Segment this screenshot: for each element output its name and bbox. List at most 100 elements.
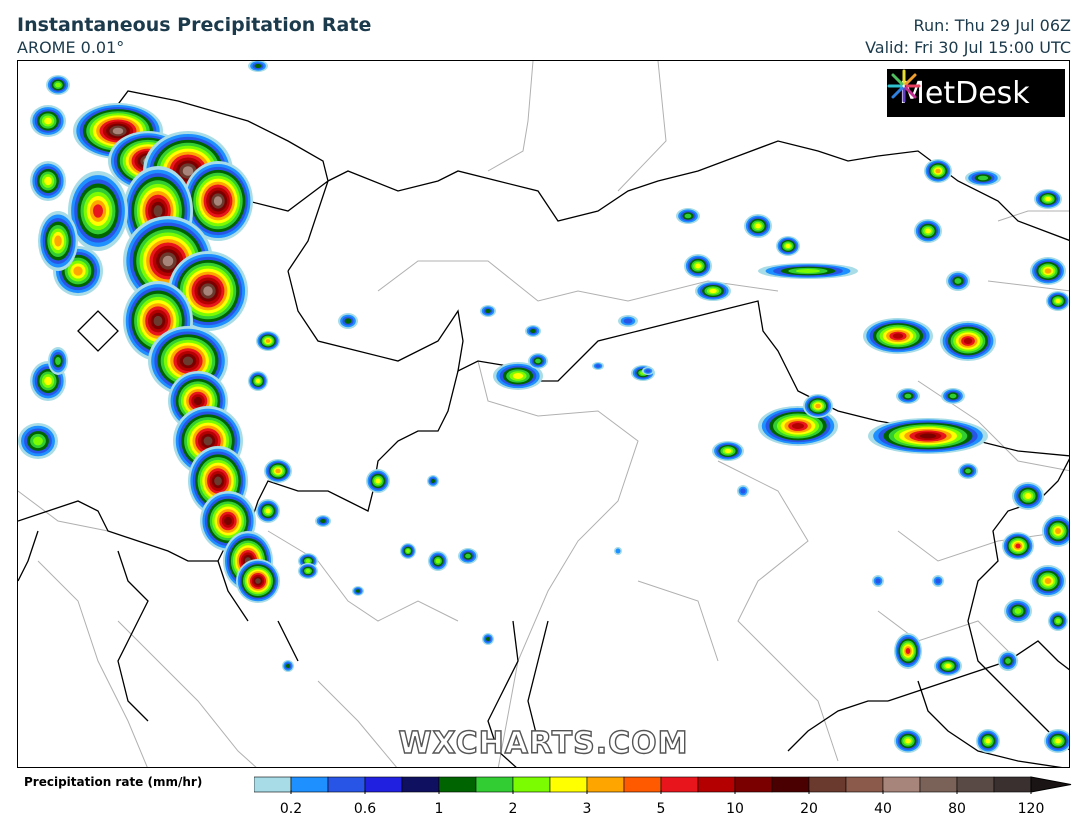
precip-contour	[485, 308, 491, 314]
precip-contour	[355, 589, 361, 593]
precip-contour	[1055, 618, 1061, 624]
precip-contour	[1055, 298, 1061, 304]
precip-contour	[795, 269, 821, 273]
precip-contour	[162, 255, 174, 267]
precip-contour	[33, 436, 43, 446]
precip-contour	[44, 376, 52, 386]
precip-contour	[530, 328, 536, 334]
colorbar-segment	[919, 776, 958, 793]
precip-contour	[875, 578, 881, 584]
regional-borders	[18, 61, 1069, 767]
precip-contour	[595, 364, 601, 368]
precip-contour	[435, 558, 441, 564]
precip-contour	[1045, 196, 1051, 202]
precip-contour	[695, 263, 701, 269]
precip-contour	[255, 578, 261, 584]
model-label: AROME 0.01°	[17, 38, 125, 57]
colorbar-segment	[401, 776, 440, 793]
precip-contour	[275, 468, 281, 474]
colorbar-segment	[254, 776, 292, 793]
colorbar-segment	[549, 776, 588, 793]
precip-contour	[344, 318, 352, 324]
precip-contour	[1024, 493, 1032, 499]
precip-contour	[615, 548, 621, 554]
precip-contour	[55, 357, 61, 365]
colorbar-tick-label: 2	[508, 801, 518, 817]
precip-contour	[791, 422, 805, 430]
precip-contour	[709, 288, 717, 294]
precip-contour	[305, 559, 311, 563]
colorbar-tick-label: 0.6	[353, 801, 377, 817]
precip-contour	[193, 396, 203, 406]
precip-contour	[755, 223, 761, 229]
precip-contour	[265, 508, 271, 514]
precip-contour	[1044, 578, 1052, 584]
precip-contour	[213, 196, 223, 206]
precip-contour	[1015, 543, 1021, 549]
precip-contour	[153, 205, 163, 217]
precip-contour	[724, 448, 732, 454]
colorbar-segment	[290, 776, 329, 793]
precip-contour	[512, 373, 524, 379]
map-canvas	[18, 61, 1069, 767]
precip-contour	[485, 636, 491, 642]
precip-contour	[44, 176, 52, 186]
country-borders	[18, 90, 1069, 767]
watermark: WXCHARTS.COM	[398, 725, 689, 761]
chart-title: Instantaneous Precipitation Rate	[17, 14, 372, 36]
precip-contour	[153, 315, 163, 327]
precip-contour	[684, 213, 692, 219]
precip-contour	[55, 82, 61, 88]
precip-contour	[1005, 658, 1011, 664]
colorbar-segment	[623, 776, 662, 793]
precip-contour	[963, 337, 973, 345]
precip-contour	[1055, 528, 1061, 534]
colorbar-segment	[364, 776, 403, 793]
colorbar-segment	[438, 776, 477, 793]
precip-contour	[224, 516, 232, 526]
precip-contour	[623, 318, 633, 324]
precip-contour	[93, 204, 103, 218]
precip-contour	[182, 166, 194, 176]
precip-contour	[535, 358, 541, 364]
run-label: Run: Thu 29 Jul 06Z	[913, 16, 1071, 35]
precip-contour	[465, 553, 471, 559]
colorbar-tick-label: 5	[656, 801, 666, 817]
precip-contour	[815, 403, 821, 409]
precip-contour	[919, 433, 937, 439]
colorbar-segment	[586, 776, 625, 793]
precip-contour	[892, 333, 904, 339]
metdesk-logo: MetDesk	[887, 69, 1065, 117]
precipitation-map: MetDesk WXCHARTS.COM	[17, 60, 1070, 768]
colorbar-segment	[660, 776, 699, 793]
precip-contour	[54, 235, 62, 247]
precip-contour	[285, 663, 291, 669]
precip-contour	[255, 378, 261, 384]
colorbar-segment	[475, 776, 514, 793]
colorbar-tick-label: 1	[434, 801, 444, 817]
colorbar	[254, 776, 1072, 794]
precip-contour	[905, 648, 911, 654]
colorbar-tick-label: 120	[1017, 801, 1045, 817]
precip-contour	[182, 356, 194, 366]
precip-contour	[904, 393, 912, 399]
precip-contour	[320, 518, 326, 524]
precip-contour	[1055, 738, 1061, 744]
logo-text: MetDesk	[899, 75, 1030, 111]
precip-contour	[375, 478, 381, 484]
precip-contour	[73, 266, 83, 276]
colorbar-tick-label: 3	[582, 801, 592, 817]
colorbar-segment	[993, 776, 1032, 793]
valid-label: Valid: Fri 30 Jul 15:00 UTC	[865, 38, 1071, 57]
colorbar-segment	[808, 776, 847, 793]
colorbar-extend-arrow	[1030, 776, 1072, 793]
precip-contour	[965, 468, 971, 474]
precip-contour	[740, 488, 746, 494]
precip-contour	[945, 663, 951, 669]
precip-contour	[935, 168, 941, 174]
colorbar-segment	[697, 776, 736, 793]
precipitation-cells	[18, 61, 1069, 753]
colorbar-segment	[882, 776, 921, 793]
precip-contour	[254, 63, 262, 69]
precip-contour	[203, 286, 213, 296]
